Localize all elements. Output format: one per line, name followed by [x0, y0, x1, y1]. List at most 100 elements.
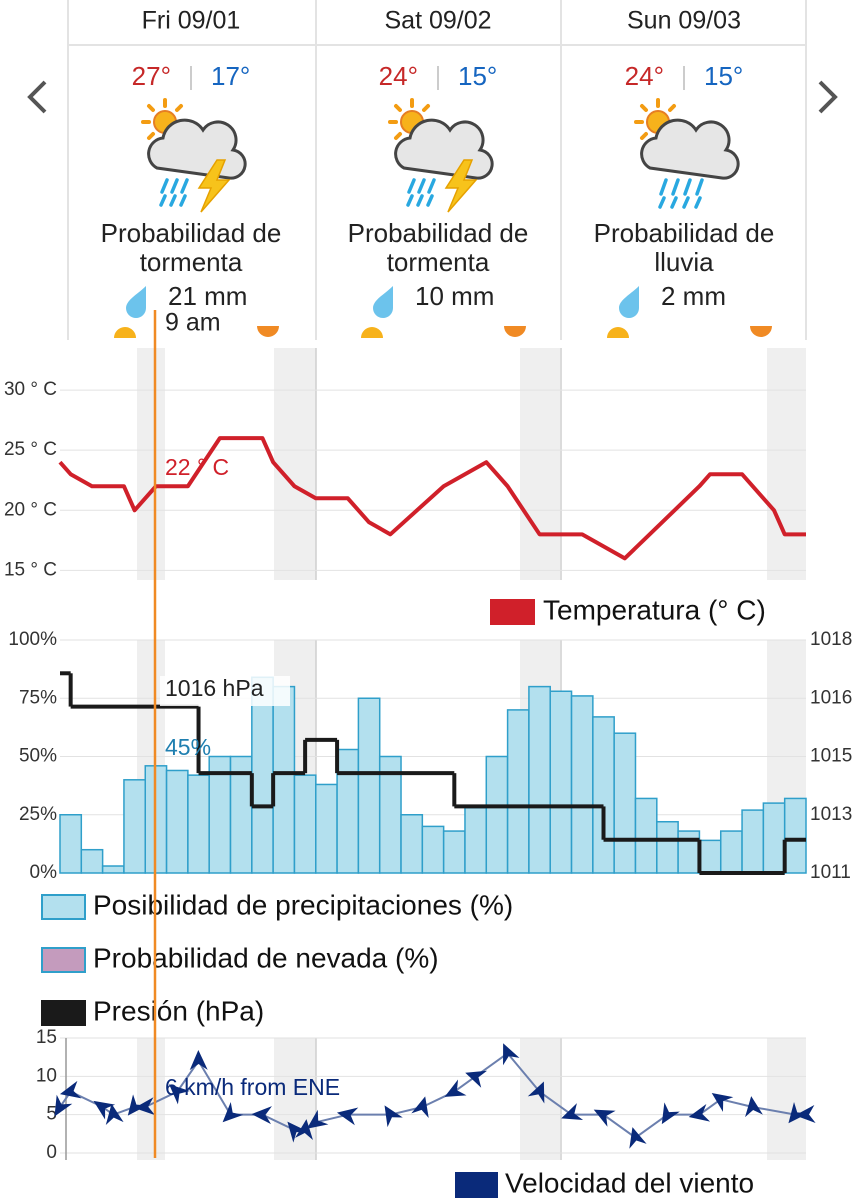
- night-band: [274, 348, 316, 580]
- day-date: Fri 09/01: [142, 7, 241, 35]
- wind-arrow: [503, 1043, 520, 1066]
- y-tick-label: 30 ° C: [4, 379, 57, 400]
- wind-arrow: [688, 1103, 711, 1122]
- precip-bar: [357, 697, 381, 874]
- precip-bar: [315, 783, 338, 874]
- precip-bar: [293, 774, 317, 874]
- cursor-time: 9 am: [165, 309, 221, 337]
- precip-bar: [187, 774, 210, 874]
- wind-arrow: [465, 1070, 488, 1088]
- y2-tick-label: 1015: [810, 746, 852, 767]
- legend-swatch: [41, 947, 86, 973]
- precip-bar: [251, 676, 274, 874]
- y-tick-label: 15: [36, 1027, 57, 1048]
- precip-bar: [549, 690, 573, 874]
- precip-bar: [421, 825, 445, 874]
- night-band: [274, 1038, 316, 1160]
- sunset-icon: [504, 326, 526, 337]
- precip-bar: [719, 830, 743, 874]
- y-tick-label: 0%: [30, 862, 58, 883]
- y-tick-label: 0: [46, 1142, 57, 1163]
- temp-low: 15°: [704, 61, 743, 91]
- precip-bar: [464, 807, 488, 874]
- prev-arrow[interactable]: [27, 80, 47, 114]
- wind-arrow: [105, 1103, 124, 1125]
- precip-amount: 2 mm: [661, 281, 726, 311]
- night-band: [520, 348, 560, 580]
- precip-bar: [698, 839, 722, 874]
- sunrise-icon: [114, 327, 136, 338]
- legend-label: Presión (hPa): [93, 995, 264, 1026]
- legend-label: Posibilidad de precipitaciones (%): [93, 889, 513, 920]
- precip-bar: [762, 802, 786, 874]
- wind-arrow: [795, 1105, 816, 1124]
- condition: tormenta: [140, 247, 243, 277]
- y-tick-label: 15 ° C: [4, 559, 57, 580]
- series-line: [58, 436, 806, 561]
- cursor-precip: 45%: [165, 734, 211, 760]
- precip-bar: [570, 695, 594, 874]
- wind-arrow: [788, 1102, 809, 1124]
- wind-arrow: [593, 1109, 616, 1127]
- cursor-temp: 22 ° C: [165, 454, 229, 480]
- precip-bar: [677, 830, 701, 874]
- wind-arrow: [444, 1079, 467, 1097]
- precip-bar: [272, 685, 296, 874]
- cursor-wind: 6 km/h from ENE: [165, 1074, 340, 1100]
- night-band: [767, 1038, 806, 1160]
- condition: Probabilidad de: [101, 218, 282, 248]
- condition: tormenta: [387, 247, 490, 277]
- day-date: Sun 09/03: [627, 7, 741, 35]
- precip-bar: [592, 716, 615, 874]
- precip-bar: [336, 748, 360, 874]
- precip-bar: [101, 865, 125, 874]
- cursor-pressure: 1016 hPa: [165, 675, 264, 701]
- wind-arrow: [169, 1084, 190, 1105]
- precip-bar: [656, 820, 679, 874]
- cursor-time-bg: [158, 310, 236, 338]
- precip-bar: [80, 848, 104, 874]
- temp-low: 17°: [211, 61, 250, 91]
- temp-high: 24°: [379, 61, 418, 91]
- legend-swatch: [490, 599, 535, 625]
- temp-low: 15°: [458, 61, 497, 91]
- wind-arrow: [251, 1106, 272, 1125]
- wind-arrow: [222, 1101, 244, 1123]
- condition: lluvia: [654, 247, 714, 277]
- y-tick-label: 25%: [19, 804, 57, 825]
- wind-arrow: [629, 1127, 647, 1149]
- y-tick-label: 10: [36, 1065, 57, 1086]
- wind-arrow: [127, 1094, 148, 1116]
- night-band: [137, 348, 165, 580]
- legend-label: Velocidad del viento: [505, 1167, 754, 1198]
- wind-arrow: [306, 1109, 329, 1129]
- wind-arrow: [561, 1103, 584, 1121]
- wind-arrow: [93, 1100, 116, 1120]
- precip-bar: [165, 769, 189, 874]
- y-tick-label: 100%: [8, 629, 57, 650]
- y-tick-label: 50%: [19, 746, 57, 767]
- y-tick-label: 20 ° C: [4, 499, 57, 520]
- night-band: [520, 1038, 560, 1160]
- wind-arrow: [295, 1119, 313, 1141]
- next-arrow[interactable]: [818, 80, 838, 114]
- precip-bar: [528, 685, 551, 874]
- wind-arrow: [287, 1121, 308, 1143]
- precip-amount: 21 mm: [168, 281, 247, 311]
- day-date: Sat 09/02: [384, 7, 491, 35]
- sunrise-icon: [361, 327, 383, 338]
- temp-high: 27°: [132, 61, 171, 91]
- wind-arrow: [189, 1050, 208, 1071]
- precip-bar: [783, 797, 807, 874]
- wind-arrow: [59, 1080, 82, 1099]
- legend-swatch: [455, 1172, 498, 1198]
- condition: Probabilidad de: [348, 218, 529, 248]
- legend-label: Probabilidad de nevada (%): [93, 942, 439, 973]
- precip-bar: [59, 814, 83, 874]
- condition: Probabilidad de: [594, 218, 775, 248]
- y2-tick-label: 1016: [810, 687, 852, 708]
- legend-label: Temperatura (° C): [543, 594, 766, 625]
- precip-bar: [613, 732, 637, 874]
